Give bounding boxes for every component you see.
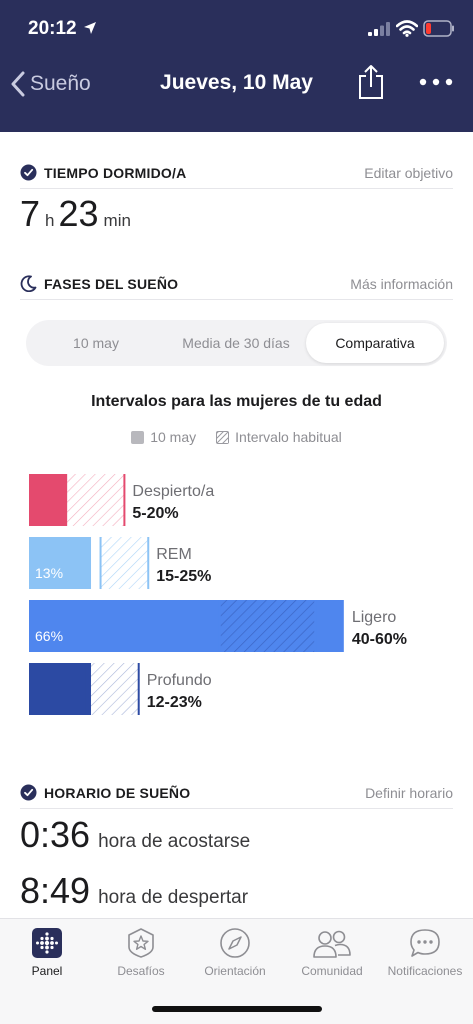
back-button[interactable]: Sueño bbox=[10, 68, 91, 100]
waketime-label: hora de despertar bbox=[98, 887, 249, 908]
category-label-0: Despierto/a bbox=[132, 483, 214, 500]
minutes-unit: min bbox=[103, 211, 131, 230]
section-title: HORARIO DE SUEÑO bbox=[44, 785, 191, 801]
hours-unit: h bbox=[45, 211, 55, 230]
bedtime-label: hora de acostarse bbox=[98, 831, 251, 852]
home-indicator bbox=[152, 1006, 322, 1012]
nav-bar: Sueño Jueves, 10 May bbox=[0, 62, 473, 106]
bar-range-2 bbox=[219, 600, 316, 652]
tab-comparativa[interactable]: Comparativa bbox=[306, 323, 444, 363]
set-schedule-link[interactable]: Definir horario bbox=[365, 785, 453, 801]
tab-panel[interactable]: Panel bbox=[0, 927, 94, 989]
category-label-2: Ligero bbox=[352, 609, 397, 626]
waketime-value: 8:49 bbox=[20, 870, 91, 911]
waketime-row: 8:49 hora de despertar bbox=[20, 870, 248, 912]
edit-goal-link[interactable]: Editar objetivo bbox=[364, 165, 453, 181]
hours-value: 7 bbox=[20, 193, 41, 234]
sleep-stages-chart: Despierto/a 5-20% 13% REM 15-25% 66% Ligero 40-… bbox=[29, 474, 407, 715]
more-info-link[interactable]: Más información bbox=[350, 276, 453, 292]
tab-desafios[interactable]: Desafíos bbox=[94, 927, 188, 989]
tab-orientacion[interactable]: Orientación bbox=[188, 927, 282, 989]
chart-title: Intervalos para las mujeres de tu edad bbox=[91, 393, 382, 410]
moon-icon bbox=[20, 275, 37, 292]
tab-label: Orientación bbox=[204, 964, 266, 978]
star-badge-icon bbox=[128, 928, 154, 958]
bar-range-1 bbox=[100, 537, 149, 589]
wifi-icon bbox=[396, 20, 418, 37]
status-bar: 20:12 bbox=[0, 16, 473, 46]
category-label-1: REM bbox=[156, 546, 192, 563]
bar-range-3 bbox=[86, 663, 139, 715]
bedtime-row: 0:36 hora de acostarse bbox=[20, 814, 250, 856]
category-label-3: Profundo bbox=[147, 672, 212, 689]
range-label-3: 12-23% bbox=[147, 694, 202, 711]
range-label-1: 15-25% bbox=[156, 568, 211, 585]
battery-low-icon bbox=[423, 20, 454, 37]
bar-value-3 bbox=[29, 663, 92, 715]
section-header-fases: FASES DEL SUEÑO Más información bbox=[20, 270, 453, 300]
section-title: FASES DEL SUEÑO bbox=[44, 276, 179, 292]
share-icon[interactable] bbox=[357, 64, 385, 100]
bar-value-1 bbox=[29, 537, 92, 589]
location-arrow-icon bbox=[84, 22, 96, 34]
time-asleep: 7 h 23 min bbox=[20, 193, 135, 235]
tab-label: Desafíos bbox=[117, 964, 165, 978]
minutes-value: 23 bbox=[58, 193, 99, 234]
chevron-left-icon bbox=[11, 71, 25, 97]
section-header-tiempo-dormido: TIEMPO DORMIDO/A Editar objetivo bbox=[20, 159, 453, 189]
section-title: TIEMPO DORMIDO/A bbox=[44, 165, 187, 181]
page-title: Jueves, 10 May bbox=[160, 71, 313, 94]
range-label-0: 5-20% bbox=[132, 505, 178, 522]
tab-media-30-dias[interactable]: Media de 30 días bbox=[182, 335, 290, 351]
more-options-icon[interactable] bbox=[418, 74, 454, 90]
value-label-2: 66% bbox=[35, 628, 63, 644]
range-label-2: 40-60% bbox=[352, 631, 407, 648]
tab-10-may[interactable]: 10 may bbox=[73, 335, 119, 351]
status-time: 20:12 bbox=[28, 18, 77, 39]
value-label-1: 13% bbox=[35, 565, 63, 581]
bedtime-value: 0:36 bbox=[20, 814, 91, 855]
back-button-label: Sueño bbox=[30, 72, 91, 95]
app-header: 20:12 Sueño Jueves, 10 May bbox=[0, 0, 473, 132]
chat-bubble-icon bbox=[410, 929, 440, 957]
legend-swatch-solid bbox=[131, 430, 145, 444]
legend-swatch-hatched bbox=[216, 430, 230, 444]
check-circle-icon bbox=[20, 164, 37, 181]
panel-icon bbox=[32, 928, 62, 958]
chart-legend: 10 may Intervalo habitual bbox=[0, 429, 473, 445]
cellular-signal-icon bbox=[368, 22, 390, 36]
compass-icon bbox=[220, 928, 250, 958]
section-header-horario: HORARIO DE SUEÑO Definir horario bbox=[20, 779, 453, 809]
tab-label: Panel bbox=[31, 964, 63, 978]
legend-label: Intervalo habitual bbox=[235, 429, 342, 445]
legend-label: 10 may bbox=[150, 429, 197, 445]
tab-notificaciones[interactable]: Notificaciones bbox=[378, 927, 472, 989]
tab-comunidad[interactable]: Comunidad bbox=[285, 927, 379, 989]
tab-label: Notificaciones bbox=[387, 964, 463, 978]
check-circle-icon bbox=[20, 784, 37, 801]
legend-item-day: 10 may bbox=[131, 429, 196, 445]
legend-item-range: Intervalo habitual bbox=[216, 429, 342, 445]
tab-label: Comunidad bbox=[301, 964, 363, 978]
people-icon bbox=[313, 930, 351, 958]
view-segmented-control: 10 may Media de 30 días Comparativa bbox=[26, 320, 447, 366]
bar-range-0 bbox=[52, 474, 125, 526]
